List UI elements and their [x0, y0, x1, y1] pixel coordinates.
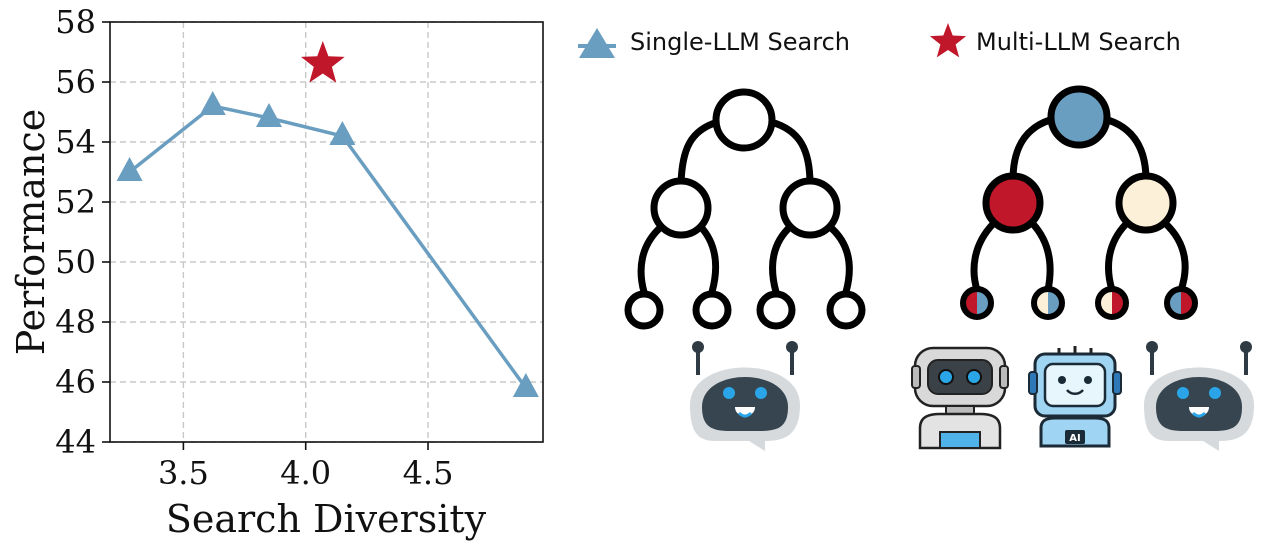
tree-edge [1105, 221, 1129, 292]
robot-sketch-icon [911, 346, 1009, 450]
tree-leaf [692, 290, 732, 330]
data-point-triangle [199, 91, 226, 115]
tree-root-node [712, 88, 776, 152]
tree-root-node [1047, 85, 1111, 149]
legend-label-single: Single-LLM Search [630, 28, 850, 56]
tree-edge [769, 118, 814, 185]
robot-chat-icon [1144, 341, 1254, 451]
tree-leaf [1031, 286, 1065, 320]
tree-edge [769, 223, 794, 293]
legend-item-multi-llm: Multi-LLM Search [929, 23, 1181, 58]
data-point-star [301, 41, 345, 83]
tree-leaf [624, 290, 664, 330]
x-axis-ticks: 3.5 4.0 4.5 [158, 442, 454, 492]
y-tick-label: 54 [55, 123, 96, 161]
robot-ai-icon: AI [1028, 346, 1122, 448]
tree-node-right [779, 177, 841, 239]
y-tick-label: 50 [55, 243, 96, 281]
tree-edge [1009, 116, 1052, 181]
y-tick-label: 56 [55, 63, 96, 101]
y-axis-ticks: 44 46 48 50 52 54 56 58 [55, 3, 110, 461]
robot-chat-icon [690, 341, 800, 451]
series-0 [116, 91, 539, 397]
y-tick-label: 58 [55, 3, 96, 41]
tree-edge [637, 223, 665, 293]
y-axis-label: Performance [9, 109, 53, 356]
legend: Single-LLM Search Multi-LLM Search [578, 23, 1181, 58]
legend-item-single-llm: Single-LLM Search [578, 28, 850, 58]
robot-badge-text: AI [1069, 433, 1080, 444]
tree-edge [826, 223, 853, 293]
series-line [128, 104, 528, 390]
tree-edge [1163, 221, 1189, 292]
y-tick-label: 46 [55, 363, 96, 401]
data-point-triangle [512, 373, 539, 397]
data-point-triangle [256, 103, 283, 127]
series-layer [116, 41, 539, 397]
multi-llm-tree [960, 85, 1198, 320]
data-point-triangle [329, 121, 356, 145]
single-llm-tree [624, 88, 866, 330]
tree-edge [970, 221, 996, 292]
x-tick-label: 4.0 [280, 454, 331, 492]
x-axis-label: Search Diversity [166, 497, 487, 541]
tree-leaf [960, 286, 994, 320]
x-tick-label: 3.5 [158, 454, 209, 492]
tree-leaf [1164, 286, 1198, 320]
y-tick-label: 52 [55, 183, 96, 221]
tree-edge [677, 118, 720, 185]
performance-chart: 3.5 4.0 4.5 44 46 48 50 52 54 56 58 Search Divers… [9, 3, 544, 541]
y-tick-label: 44 [55, 423, 96, 461]
plot-frame [109, 21, 544, 443]
tree-edge [1106, 116, 1150, 181]
tree-node-left [982, 172, 1044, 234]
tree-leaf [1095, 286, 1129, 320]
x-tick-label: 4.5 [403, 454, 454, 492]
tree-edge [697, 223, 720, 293]
grid-lines [110, 21, 543, 443]
star-marker-icon [929, 23, 967, 58]
data-point-triangle [116, 157, 143, 181]
tree-leaf [826, 290, 866, 330]
y-tick-label: 48 [55, 303, 96, 341]
triangle-marker-icon [579, 28, 615, 58]
tree-node-right [1115, 172, 1177, 234]
series-1 [301, 41, 345, 83]
tree-leaf [756, 290, 796, 330]
tree-node-left [650, 177, 712, 239]
tree-edge [1030, 221, 1054, 291]
legend-label-multi: Multi-LLM Search [976, 28, 1181, 56]
